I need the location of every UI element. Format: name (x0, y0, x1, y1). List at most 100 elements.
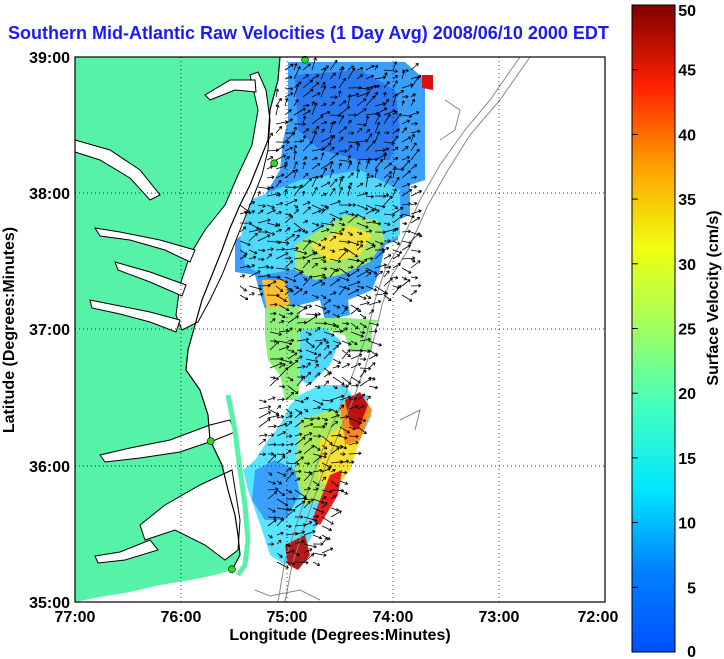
velocity-vector (267, 442, 277, 447)
velocity-vector (296, 306, 308, 315)
velocity-vector (284, 288, 292, 296)
velocity-vector (338, 210, 349, 215)
velocity-vector (332, 322, 340, 328)
velocity-vector (374, 107, 388, 116)
velocity-vector (312, 468, 323, 473)
velocity-vector (338, 247, 347, 252)
velocity-vector (347, 231, 353, 236)
velocity-vector (350, 307, 359, 315)
upper-bay-river (204, 79, 257, 101)
velocity-patch-upper-blue (295, 70, 400, 160)
velocity-vector (401, 189, 413, 197)
velocity-vector (374, 84, 380, 89)
velocity-vector (329, 121, 335, 134)
velocity-vector (392, 93, 398, 107)
velocity-vector (302, 141, 313, 152)
velocity-vector (383, 162, 392, 170)
velocity-vector (275, 154, 287, 161)
velocity-vector (303, 521, 313, 527)
velocity-vector (392, 80, 398, 89)
velocity-vector (239, 294, 249, 301)
velocity-vector (320, 294, 327, 300)
velocity-vector (356, 98, 367, 107)
velocity-vector (383, 277, 393, 287)
velocity-vector (267, 487, 279, 492)
velocity-vector (285, 507, 293, 512)
velocity-vector (276, 552, 283, 558)
plot-frame (74, 56, 606, 603)
velocity-vector (285, 420, 293, 428)
velocity-vector (287, 315, 299, 324)
velocity-vector (275, 210, 282, 215)
velocity-vector (365, 256, 374, 261)
velocity-vector (383, 175, 392, 188)
velocity-vector (356, 127, 363, 134)
velocity-vector (275, 126, 283, 134)
velocity-vector (284, 146, 294, 152)
velocity-vector (350, 362, 362, 369)
velocity-vector (285, 434, 293, 438)
velocity-vector (276, 518, 284, 527)
velocity-vector (248, 255, 257, 260)
velocity-vector (293, 99, 299, 107)
velocity-vector (329, 152, 339, 161)
velocity-vector (320, 102, 327, 107)
colorbar-tick-label: 30 (678, 257, 696, 274)
velocity-vector (339, 470, 348, 475)
velocity-vector (321, 452, 328, 456)
velocity-vector (293, 228, 302, 233)
velocity-vector (312, 434, 322, 438)
velocity-vector (374, 291, 389, 296)
velocity-vector (347, 94, 352, 107)
velocity-vector (341, 363, 351, 369)
velocity-vectors (239, 57, 423, 569)
colorbar: 0 5 10 15 20 25 30 35 40 45 50 Surface Velocity (c… (631, 3, 722, 659)
velocity-vector (341, 321, 350, 326)
velocity-vector (278, 384, 286, 389)
velocity-vector (302, 63, 311, 71)
velocity-vector (383, 152, 387, 161)
colorbar-tick-label: 50 (678, 3, 696, 20)
velocity-vector (257, 190, 261, 197)
velocity-vector (294, 411, 303, 419)
velocity-vector (374, 121, 381, 134)
velocity-vector (276, 531, 284, 536)
velocity-vector (338, 222, 346, 227)
velocity-vector (374, 91, 378, 98)
velocity-vector (329, 72, 336, 80)
velocity-vector (305, 315, 318, 324)
velocity-vector (410, 290, 418, 296)
velocity-vector (368, 376, 376, 381)
velocity-vector (276, 442, 285, 447)
velocity-vector (356, 204, 369, 211)
velocity-vector (276, 471, 287, 477)
velocity-vector (267, 452, 275, 456)
velocity-vector (312, 480, 320, 487)
velocity-vector (266, 185, 275, 190)
velocity-vector (302, 290, 308, 296)
velocity-vector (294, 500, 306, 509)
velocity-vector (321, 422, 328, 428)
velocity-vector (332, 364, 340, 369)
velocity-vector (239, 210, 248, 215)
chesapeake-bay (175, 71, 271, 331)
velocity-vector (401, 240, 412, 245)
velocity-vector (347, 240, 360, 246)
velocity-vector (294, 436, 306, 446)
velocity-vector (266, 156, 274, 161)
colorbar-tick-label: 45 (678, 63, 696, 80)
velocity-vector (293, 249, 308, 255)
velocity-vector (296, 355, 303, 360)
velocity-vector (338, 77, 347, 89)
velocity-vector (366, 395, 371, 401)
velocity-vector (332, 344, 340, 351)
velocity-vector (287, 359, 299, 369)
velocity-vector (287, 349, 295, 354)
velocity-vector (311, 209, 322, 215)
velocity-vector (312, 542, 324, 547)
velocity-vector (320, 282, 326, 287)
velocity-vector (276, 498, 289, 507)
velocity-vector (303, 408, 309, 413)
velocity-vector (320, 110, 331, 116)
velocity-vector (410, 129, 421, 134)
